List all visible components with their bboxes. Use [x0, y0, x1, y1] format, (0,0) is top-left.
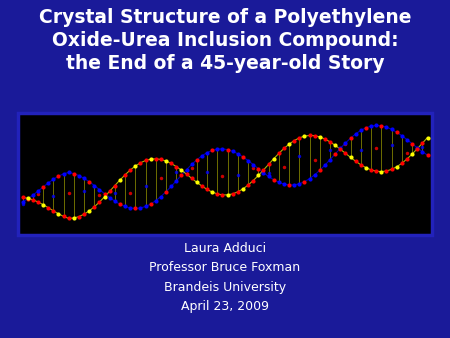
Text: Laura Adduci
Professor Bruce Foxman
Brandeis University
April 23, 2009: Laura Adduci Professor Bruce Foxman Bran… [149, 242, 301, 313]
FancyBboxPatch shape [18, 113, 432, 235]
Text: Crystal Structure of a Polyethylene
Oxide-Urea Inclusion Compound:
the End of a : Crystal Structure of a Polyethylene Oxid… [39, 8, 411, 73]
